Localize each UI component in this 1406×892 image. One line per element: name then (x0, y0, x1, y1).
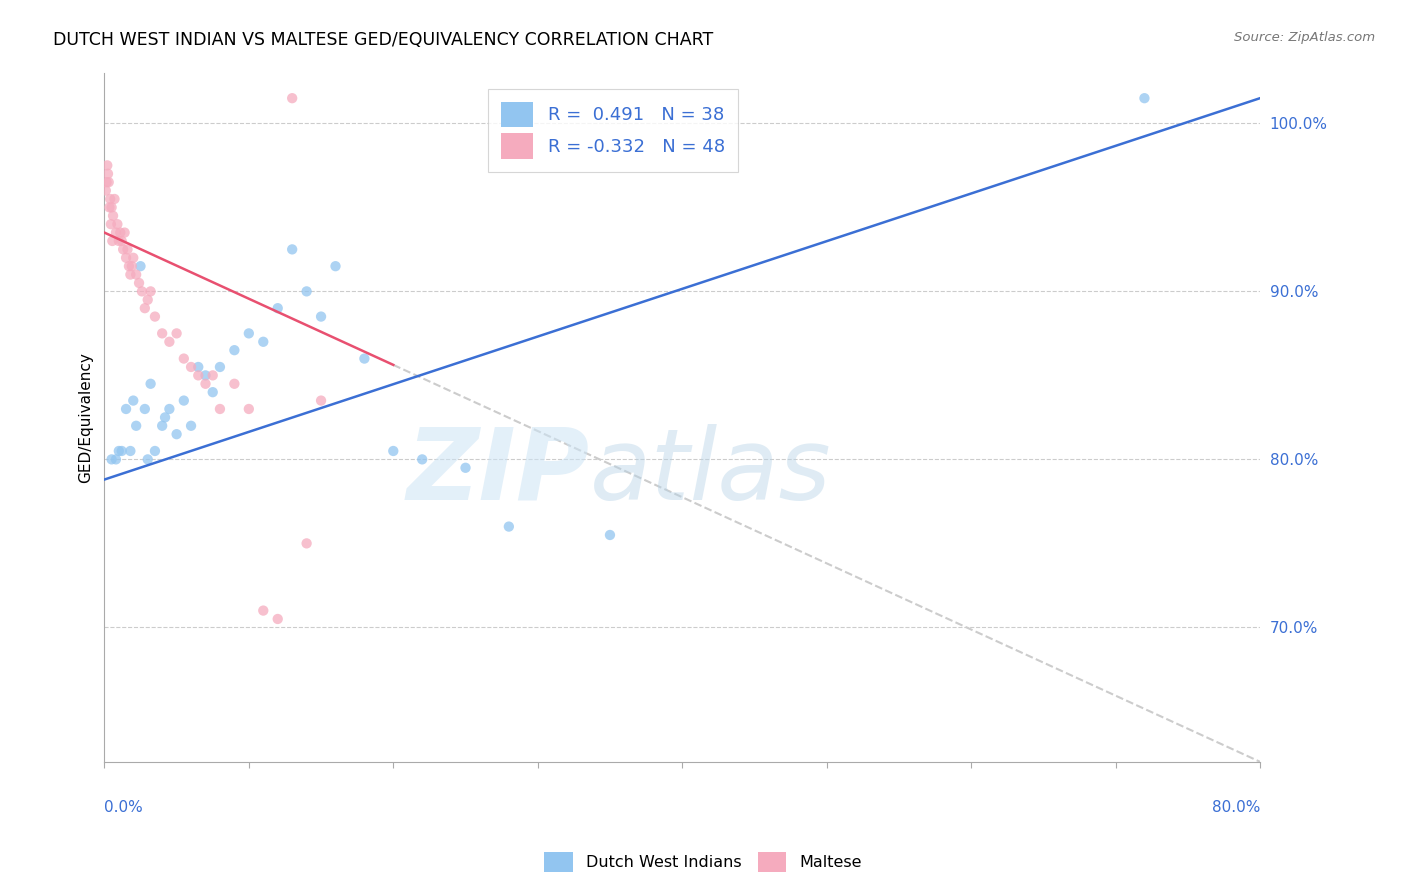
Point (252, 604, 274, 618)
Point (115, 251, 138, 265)
Point (208, 359, 231, 374)
Point (134, 301, 156, 315)
Point (96, 175, 118, 189)
Point (101, 209, 124, 223)
Point (201, 368, 224, 383)
Point (100, 217, 122, 231)
Point (157, 401, 180, 416)
Point (143, 444, 166, 458)
Point (1133, 91, 1156, 105)
Point (125, 418, 148, 433)
Point (267, 301, 290, 315)
Point (100, 200, 122, 214)
Point (599, 528, 621, 542)
Point (100, 452, 122, 467)
Point (110, 226, 132, 240)
Point (143, 310, 166, 324)
Point (295, 285, 318, 299)
Point (115, 401, 138, 416)
Point (309, 393, 332, 408)
Point (353, 351, 375, 366)
Point (224, 343, 246, 358)
Point (136, 452, 159, 467)
Point (97, 175, 120, 189)
Text: ZIP: ZIP (406, 424, 589, 521)
Point (267, 612, 290, 626)
Point (96, 158, 118, 172)
Point (180, 359, 202, 374)
Point (166, 326, 188, 341)
Legend: Dutch West Indians, Maltese: Dutch West Indians, Maltese (537, 844, 869, 880)
Point (129, 259, 152, 273)
Point (98, 200, 121, 214)
Point (180, 418, 202, 433)
Point (411, 452, 433, 467)
Point (117, 243, 139, 257)
Text: atlas: atlas (589, 424, 831, 521)
Point (187, 359, 209, 374)
Point (136, 293, 159, 307)
Point (98, 192, 121, 206)
Y-axis label: GED/Equivalency: GED/Equivalency (79, 352, 93, 483)
Point (131, 285, 153, 299)
Point (104, 452, 127, 467)
Point (139, 376, 162, 391)
Point (103, 192, 125, 206)
Point (194, 368, 217, 383)
Point (153, 410, 176, 425)
Point (139, 285, 162, 299)
Point (194, 376, 217, 391)
Point (238, 401, 260, 416)
Point (201, 385, 224, 400)
Text: 80.0%: 80.0% (1212, 799, 1260, 814)
Point (105, 217, 128, 231)
Point (382, 444, 405, 458)
Point (122, 393, 145, 408)
Point (325, 259, 347, 273)
Text: 0.0%: 0.0% (104, 799, 143, 814)
Point (238, 326, 260, 341)
Point (252, 334, 274, 349)
Point (112, 243, 135, 257)
Legend: R =  0.491   N = 38, R = -0.332   N = 48: R = 0.491 N = 38, R = -0.332 N = 48 (488, 89, 738, 171)
Point (166, 427, 188, 442)
Point (128, 276, 150, 290)
Point (157, 334, 180, 349)
Point (94, 184, 117, 198)
Point (104, 226, 127, 240)
Point (208, 401, 231, 416)
Point (108, 234, 131, 248)
Point (498, 519, 520, 533)
Point (114, 226, 136, 240)
Point (125, 268, 148, 282)
Point (173, 393, 195, 408)
Point (173, 351, 195, 366)
Point (281, 243, 304, 257)
Point (309, 310, 332, 324)
Point (150, 418, 173, 433)
Point (295, 536, 318, 550)
Point (111, 444, 134, 458)
Point (150, 326, 173, 341)
Point (187, 368, 209, 383)
Point (111, 234, 134, 248)
Point (281, 91, 304, 105)
Point (122, 251, 145, 265)
Point (134, 401, 156, 416)
Point (120, 268, 142, 282)
Point (120, 444, 142, 458)
Point (224, 376, 246, 391)
Text: Source: ZipAtlas.com: Source: ZipAtlas.com (1234, 31, 1375, 45)
Text: DUTCH WEST INDIAN VS MALTESE GED/EQUIVALENCY CORRELATION CHART: DUTCH WEST INDIAN VS MALTESE GED/EQUIVAL… (53, 31, 714, 49)
Point (97, 167, 120, 181)
Point (121, 259, 143, 273)
Point (454, 460, 477, 475)
Point (118, 259, 141, 273)
Point (101, 234, 124, 248)
Point (108, 444, 131, 458)
